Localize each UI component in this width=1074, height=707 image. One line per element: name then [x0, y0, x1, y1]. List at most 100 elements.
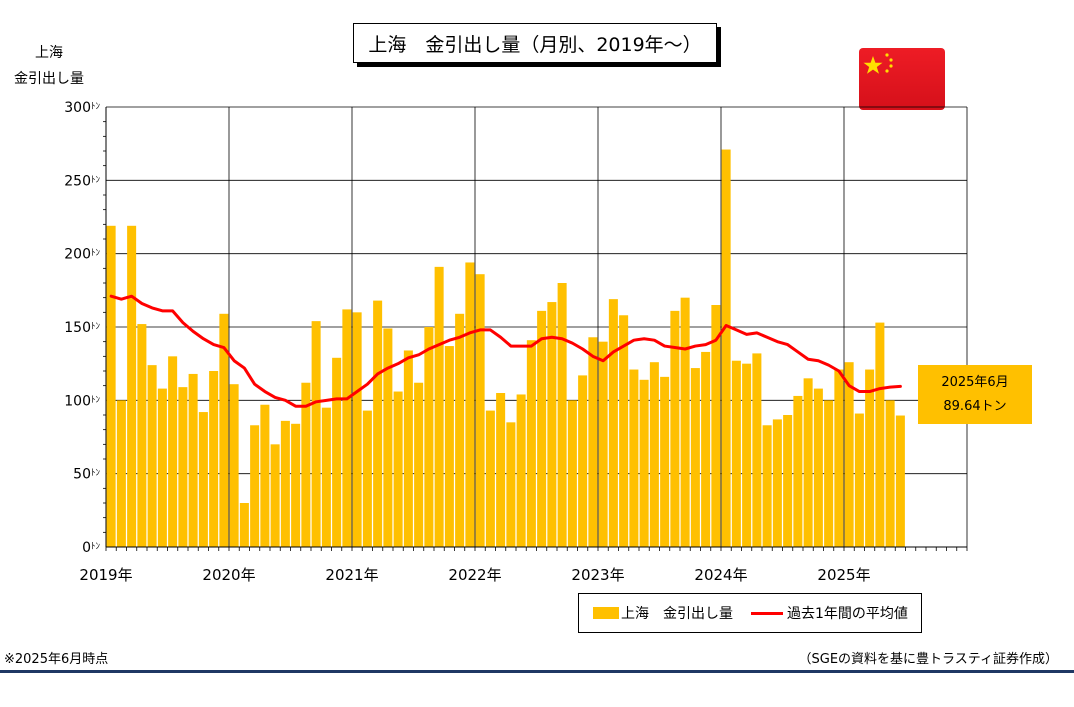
bar	[403, 350, 413, 547]
bar	[209, 371, 219, 547]
bar	[455, 313, 465, 547]
bar	[711, 305, 721, 547]
bar	[383, 328, 393, 547]
bar	[639, 379, 649, 547]
bar	[598, 341, 608, 547]
bar	[229, 384, 239, 547]
bar	[352, 312, 362, 547]
bar	[424, 327, 434, 547]
bar	[311, 321, 321, 547]
bar	[557, 283, 567, 547]
bar	[270, 444, 280, 547]
bar	[321, 407, 331, 547]
bar	[239, 503, 249, 547]
bar	[506, 422, 516, 547]
bar	[116, 400, 126, 547]
legend-line-label: 過去1年間の平均値	[787, 606, 908, 622]
callout-date: 2025年6月	[941, 374, 1009, 390]
callout-value: 89.64トン	[943, 398, 1007, 414]
bar	[485, 410, 495, 547]
bar	[742, 363, 752, 547]
bar	[465, 262, 475, 547]
bar	[516, 394, 526, 547]
y-tick-label: 0ﾄﾝ	[82, 540, 100, 556]
legend-bar-label: 上海 金引出し量	[621, 606, 733, 622]
x-tick-label: 2020年	[202, 566, 255, 584]
y-tick-label: 50ﾄﾝ	[73, 467, 100, 483]
bar	[824, 400, 834, 547]
bar	[885, 400, 895, 547]
bar	[793, 395, 803, 547]
y-tick-unit: ﾄﾝ	[91, 175, 101, 185]
bar	[721, 149, 731, 548]
bar	[547, 302, 557, 547]
bar	[537, 310, 547, 547]
y-tick-unit: ﾄﾝ	[91, 395, 101, 405]
bar	[588, 337, 598, 547]
bar	[291, 423, 301, 547]
bar	[629, 369, 639, 547]
bar	[526, 340, 536, 547]
legend-bar-swatch	[593, 607, 619, 619]
bottom-rule	[0, 670, 1074, 673]
bar	[178, 387, 188, 547]
bar	[701, 351, 711, 547]
bar	[250, 425, 260, 547]
chart-title: 上海 金引出し量（月別、2019年〜）	[353, 23, 717, 63]
bar	[844, 362, 854, 547]
bar	[660, 376, 670, 547]
bar	[157, 388, 167, 547]
y-axis-label-line1: 上海	[35, 45, 63, 61]
bar	[813, 388, 823, 547]
bar	[219, 313, 229, 547]
x-tick-label: 2019年	[79, 566, 132, 584]
bar	[362, 410, 372, 547]
bar	[772, 419, 782, 547]
bar	[434, 266, 444, 547]
bar	[895, 415, 905, 547]
x-tick-label: 2023年	[571, 566, 624, 584]
bar	[444, 346, 454, 547]
y-tick-label: 200ﾄﾝ	[64, 247, 100, 263]
bar	[188, 373, 198, 547]
y-tick-unit: ﾄﾝ	[91, 469, 101, 479]
grid-layer	[105, 106, 968, 548]
legend-line-swatch	[751, 611, 783, 615]
bar	[567, 400, 577, 547]
bar-series	[106, 149, 905, 548]
bar	[332, 357, 342, 547]
x-tick-label: 2021年	[325, 566, 378, 584]
bar	[875, 322, 885, 547]
bar	[649, 362, 659, 547]
bar	[752, 353, 762, 547]
bar	[301, 382, 311, 547]
bar	[137, 324, 147, 547]
bar	[342, 309, 352, 547]
y-tick-label: 250ﾄﾝ	[64, 173, 100, 189]
x-tick-label: 2024年	[694, 566, 747, 584]
footnote: ※2025年6月時点	[4, 652, 109, 667]
bar	[670, 310, 680, 547]
y-tick-label: 300ﾄﾝ	[64, 100, 100, 116]
bar	[803, 378, 813, 547]
axis-layer: 0ﾄﾝ 50ﾄﾝ 100ﾄﾝ 150ﾄﾝ 200ﾄﾝ 250ﾄﾝ 300ﾄﾝ 2019年 202…	[64, 100, 968, 584]
y-tick-unit: ﾄﾝ	[91, 322, 101, 332]
bar	[198, 412, 208, 547]
bar	[680, 297, 690, 547]
bar	[783, 415, 793, 547]
bar	[762, 425, 772, 547]
latest-value-callout: 2025年6月 89.64トン	[918, 365, 1032, 424]
bar	[147, 365, 157, 547]
bar	[578, 375, 588, 547]
bar	[373, 300, 383, 547]
line-series	[109, 294, 902, 408]
legend: 上海 金引出し量 過去1年間の平均値	[578, 593, 922, 633]
y-axis-label-line2: 金引出し量	[14, 71, 84, 87]
y-tick-label: 150ﾄﾝ	[64, 320, 100, 336]
bar	[280, 420, 290, 547]
bar	[414, 382, 424, 547]
average-line	[109, 294, 902, 408]
bar	[608, 299, 618, 547]
source-note: （SGEの資料を基に豊トラスティ証券作成）	[798, 652, 1059, 667]
bar	[168, 356, 178, 547]
